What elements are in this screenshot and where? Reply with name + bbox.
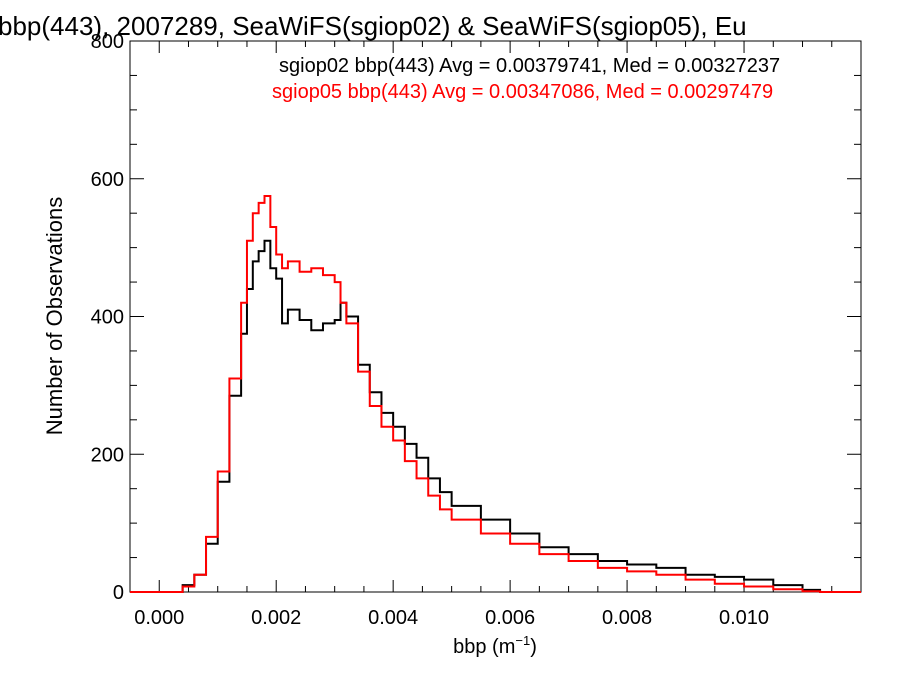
x-tick-label: 0.004: [368, 607, 418, 629]
y-tick-label: 0: [113, 582, 124, 604]
x-axis-label: bbp (m−1): [453, 633, 537, 658]
y-axis-label: Number of Observations: [42, 197, 67, 435]
x-axis-label-main: bbp (m: [453, 636, 515, 658]
y-tick-label: 200: [91, 444, 124, 466]
x-tick-label: 0.008: [602, 607, 652, 629]
x-tick-label: 0.002: [251, 607, 301, 629]
y-tick-label: 400: [91, 307, 124, 329]
x-axis-label-superscript: −1: [515, 633, 530, 648]
x-tick-label: 0.006: [485, 607, 535, 629]
series-line-sgiop05: [130, 194, 861, 593]
series-group: [130, 194, 861, 593]
y-tick-label: 600: [91, 169, 124, 191]
axis-ticks: 0.000 0.002 0.004 0.006 0.008 0.010 0 200 400 600…: [91, 31, 861, 629]
legend-entry-sgiop05: sgiop05 bbp(443) Avg = 0.00347086, Med =…: [272, 81, 773, 103]
x-axis-label-close: ): [530, 636, 537, 658]
y-tick-label: 800: [91, 31, 124, 53]
chart-title: bbp(443), 2007289, SeaWiFS(sgiop02) & Se…: [0, 11, 747, 41]
x-tick-label: 0.000: [134, 607, 184, 629]
legend-entry-sgiop02: sgiop02 bbp(443) Avg = 0.00379741, Med =…: [279, 55, 780, 77]
x-tick-label: 0.010: [719, 607, 769, 629]
